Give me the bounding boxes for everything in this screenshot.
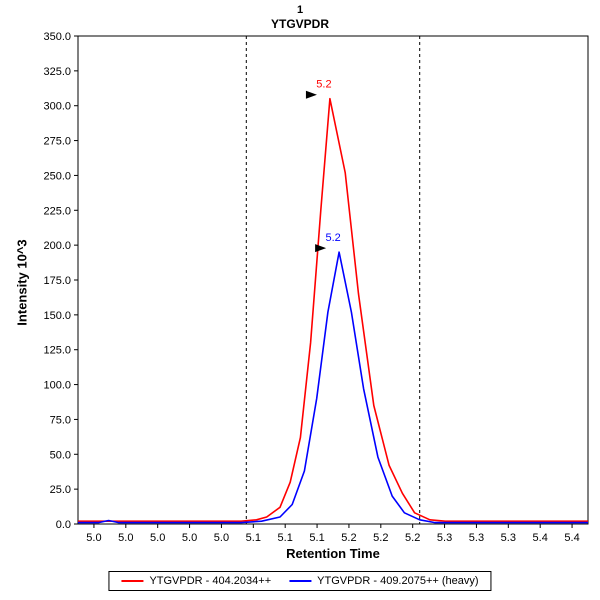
x-tick-label: 5.1 xyxy=(278,532,293,544)
trace-light[interactable] xyxy=(78,97,588,523)
trace-heavy[interactable] xyxy=(78,251,588,524)
x-tick-label: 5.3 xyxy=(437,532,452,544)
peak-rt-annotation[interactable]: 5.2 xyxy=(316,79,331,91)
x-tick-label: 5.3 xyxy=(469,532,484,544)
legend-line-red-icon xyxy=(121,580,144,582)
x-tick-label: 5.3 xyxy=(501,532,516,544)
y-tick-label: 275.0 xyxy=(43,136,71,148)
x-tick-label: 5.0 xyxy=(182,532,197,544)
replicate-number: 1 xyxy=(296,4,304,16)
x-tick-label: 5.2 xyxy=(341,532,356,544)
y-tick-label: 50.0 xyxy=(50,449,71,461)
x-tick-label: 5.4 xyxy=(533,532,548,544)
y-tick-label: 125.0 xyxy=(43,345,71,357)
legend-line-blue-icon xyxy=(289,580,312,582)
x-tick-label: 5.1 xyxy=(309,532,324,544)
y-tick-label: 100.0 xyxy=(43,380,71,392)
x-tick-label: 5.0 xyxy=(118,532,133,544)
chart-title-block: 1 YTGVPDR xyxy=(0,4,600,32)
x-tick-label: 5.0 xyxy=(214,532,229,544)
x-tick-label: 5.0 xyxy=(86,532,101,544)
x-tick-label: 5.1 xyxy=(246,532,261,544)
legend: YTGVPDR - 404.2034++ YTGVPDR - 409.2075+… xyxy=(108,571,492,591)
y-tick-label: 25.0 xyxy=(50,484,71,496)
peak-rt-annotation[interactable]: 5.2 xyxy=(325,232,340,244)
y-tick-label: 300.0 xyxy=(43,101,71,113)
x-tick-label: 5.2 xyxy=(405,532,420,544)
y-tick-label: 225.0 xyxy=(43,205,71,217)
y-tick-label: 325.0 xyxy=(43,66,71,78)
y-tick-label: 250.0 xyxy=(43,170,71,182)
legend-label-heavy: YTGVPDR - 409.2075++ (heavy) xyxy=(317,575,479,587)
peptide-title: YTGVPDR xyxy=(270,17,329,31)
peak-pointer-icon xyxy=(305,90,317,99)
y-tick-label: 175.0 xyxy=(43,275,71,287)
peak-pointer-icon xyxy=(315,244,327,253)
y-tick-label: 350.0 xyxy=(43,31,71,43)
x-tick-label: 5.0 xyxy=(150,532,165,544)
y-tick-label: 200.0 xyxy=(43,240,71,252)
x-axis-label: Retention Time xyxy=(286,546,380,561)
legend-item-light: YTGVPDR - 404.2034++ xyxy=(121,575,271,587)
y-tick-label: 0.0 xyxy=(56,519,71,531)
legend-label-light: YTGVPDR - 404.2034++ xyxy=(149,575,272,587)
x-tick-label: 5.2 xyxy=(373,532,388,544)
y-tick-label: 75.0 xyxy=(50,414,71,426)
y-tick-label: 150.0 xyxy=(43,310,71,322)
legend-item-heavy: YTGVPDR - 409.2075++ (heavy) xyxy=(289,575,479,587)
plot-frame xyxy=(77,35,589,525)
x-tick-label: 5.4 xyxy=(564,532,579,544)
